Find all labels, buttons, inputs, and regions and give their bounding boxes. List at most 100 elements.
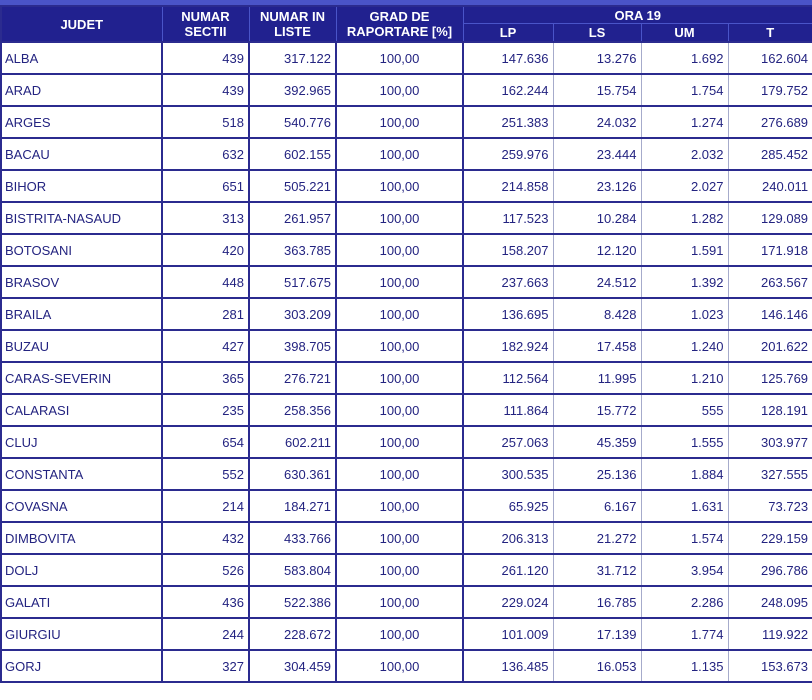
cell-judet: BISTRITA-NASAUD bbox=[1, 201, 163, 235]
cell-liste: 630.361 bbox=[249, 457, 337, 491]
top-accent-strip bbox=[0, 0, 812, 5]
header-ora19: ORA 19 bbox=[462, 5, 812, 24]
cell-grad: 100,00 bbox=[336, 73, 464, 107]
cell-liste: 583.804 bbox=[249, 553, 337, 587]
cell-judet: ALBA bbox=[1, 41, 163, 75]
header-numar-sectii: NUMAR SECTII bbox=[161, 5, 250, 43]
cell-um: 1.631 bbox=[641, 489, 729, 523]
table-row: GIURGIU 244 228.672 100,00 101.009 17.139 1.77… bbox=[1, 617, 812, 651]
table-body: ALBA 439 317.122 100,00 147.636 13.276 1.692 16… bbox=[1, 41, 812, 683]
header-lp: LP bbox=[462, 23, 554, 43]
cell-liste: 228.672 bbox=[249, 617, 337, 651]
header-row-1: JUDET NUMAR SECTII NUMAR IN LISTE GRAD D… bbox=[0, 5, 812, 43]
cell-um: 1.274 bbox=[641, 105, 729, 139]
cell-sectii: 439 bbox=[162, 41, 250, 75]
cell-t: 303.977 bbox=[728, 425, 812, 459]
cell-um: 1.135 bbox=[641, 649, 729, 683]
header-row-2: LP LS UM T bbox=[1, 23, 812, 43]
cell-liste: 276.721 bbox=[249, 361, 337, 395]
cell-um: 1.240 bbox=[641, 329, 729, 363]
cell-grad: 100,00 bbox=[336, 457, 464, 491]
header-judet: JUDET bbox=[0, 5, 163, 43]
cell-sectii: 654 bbox=[162, 425, 250, 459]
table-row: GALATI 436 522.386 100,00 229.024 16.785 2.286… bbox=[1, 585, 812, 619]
cell-lp: 136.695 bbox=[463, 297, 554, 331]
cell-grad: 100,00 bbox=[336, 41, 464, 75]
cell-ls: 13.276 bbox=[553, 41, 642, 75]
cell-um: 2.286 bbox=[641, 585, 729, 619]
cell-um: 555 bbox=[641, 393, 729, 427]
cell-lp: 261.120 bbox=[463, 553, 554, 587]
cell-sectii: 214 bbox=[162, 489, 250, 523]
cell-um: 1.774 bbox=[641, 617, 729, 651]
cell-t: 327.555 bbox=[728, 457, 812, 491]
cell-grad: 100,00 bbox=[336, 265, 464, 299]
cell-um: 1.392 bbox=[641, 265, 729, 299]
cell-grad: 100,00 bbox=[336, 393, 464, 427]
cell-lp: 147.636 bbox=[463, 41, 554, 75]
cell-lp: 229.024 bbox=[463, 585, 554, 619]
cell-grad: 100,00 bbox=[336, 617, 464, 651]
cell-liste: 304.459 bbox=[249, 649, 337, 683]
cell-liste: 392.965 bbox=[249, 73, 337, 107]
cell-liste: 433.766 bbox=[249, 521, 337, 555]
cell-t: 179.752 bbox=[728, 73, 812, 107]
cell-liste: 505.221 bbox=[249, 169, 337, 203]
cell-um: 3.954 bbox=[641, 553, 729, 587]
cell-ls: 15.772 bbox=[553, 393, 642, 427]
cell-liste: 303.209 bbox=[249, 297, 337, 331]
cell-t: 276.689 bbox=[728, 105, 812, 139]
table-row: CARAS-SEVERIN 365 276.721 100,00 112.564 11.9… bbox=[1, 361, 812, 395]
cell-grad: 100,00 bbox=[336, 169, 464, 203]
cell-um: 1.210 bbox=[641, 361, 729, 395]
cell-sectii: 281 bbox=[162, 297, 250, 331]
cell-judet: DIMBOVITA bbox=[1, 521, 163, 555]
cell-sectii: 436 bbox=[162, 585, 250, 619]
cell-ls: 17.458 bbox=[553, 329, 642, 363]
cell-judet: CALARASI bbox=[1, 393, 163, 427]
cell-sectii: 327 bbox=[162, 649, 250, 683]
cell-t: 146.146 bbox=[728, 297, 812, 331]
cell-ls: 17.139 bbox=[553, 617, 642, 651]
header-ls: LS bbox=[552, 23, 642, 43]
cell-ls: 23.444 bbox=[553, 137, 642, 171]
cell-judet: DOLJ bbox=[1, 553, 163, 587]
cell-t: 125.769 bbox=[728, 361, 812, 395]
cell-t: 285.452 bbox=[728, 137, 812, 171]
cell-lp: 117.523 bbox=[463, 201, 554, 235]
cell-t: 263.567 bbox=[728, 265, 812, 299]
table-row: BUZAU 427 398.705 100,00 182.924 17.458 1.240 2… bbox=[1, 329, 812, 363]
cell-um: 1.555 bbox=[641, 425, 729, 459]
cell-t: 73.723 bbox=[728, 489, 812, 523]
cell-judet: COVASNA bbox=[1, 489, 163, 523]
cell-t: 128.191 bbox=[728, 393, 812, 427]
cell-t: 240.011 bbox=[728, 169, 812, 203]
cell-judet: CONSTANTA bbox=[1, 457, 163, 491]
cell-sectii: 420 bbox=[162, 233, 250, 267]
cell-lp: 111.864 bbox=[463, 393, 554, 427]
table-row: BOTOSANI 420 363.785 100,00 158.207 12.120 1.5… bbox=[1, 233, 812, 267]
cell-judet: ARGES bbox=[1, 105, 163, 139]
cell-lp: 162.244 bbox=[463, 73, 554, 107]
cell-ls: 21.272 bbox=[553, 521, 642, 555]
cell-judet: ARAD bbox=[1, 73, 163, 107]
cell-liste: 522.386 bbox=[249, 585, 337, 619]
cell-liste: 602.211 bbox=[249, 425, 337, 459]
cell-sectii: 432 bbox=[162, 521, 250, 555]
table-row: BISTRITA-NASAUD 313 261.957 100,00 117.523 10… bbox=[1, 201, 812, 235]
cell-t: 119.922 bbox=[728, 617, 812, 651]
table-row: DIMBOVITA 432 433.766 100,00 206.313 21.272 1.… bbox=[1, 521, 812, 555]
cell-um: 1.754 bbox=[641, 73, 729, 107]
table-header: JUDET NUMAR SECTII NUMAR IN LISTE GRAD D… bbox=[0, 5, 812, 43]
cell-liste: 261.957 bbox=[249, 201, 337, 235]
cell-lp: 65.925 bbox=[463, 489, 554, 523]
cell-lp: 101.009 bbox=[463, 617, 554, 651]
table-row: BIHOR 651 505.221 100,00 214.858 23.126 2.027 2… bbox=[1, 169, 812, 203]
cell-ls: 24.032 bbox=[553, 105, 642, 139]
cell-t: 162.604 bbox=[728, 41, 812, 75]
table-row: CLUJ 654 602.211 100,00 257.063 45.359 1.555 30… bbox=[1, 425, 812, 459]
cell-ls: 31.712 bbox=[553, 553, 642, 587]
cell-grad: 100,00 bbox=[336, 585, 464, 619]
cell-grad: 100,00 bbox=[336, 361, 464, 395]
cell-t: 129.089 bbox=[728, 201, 812, 235]
